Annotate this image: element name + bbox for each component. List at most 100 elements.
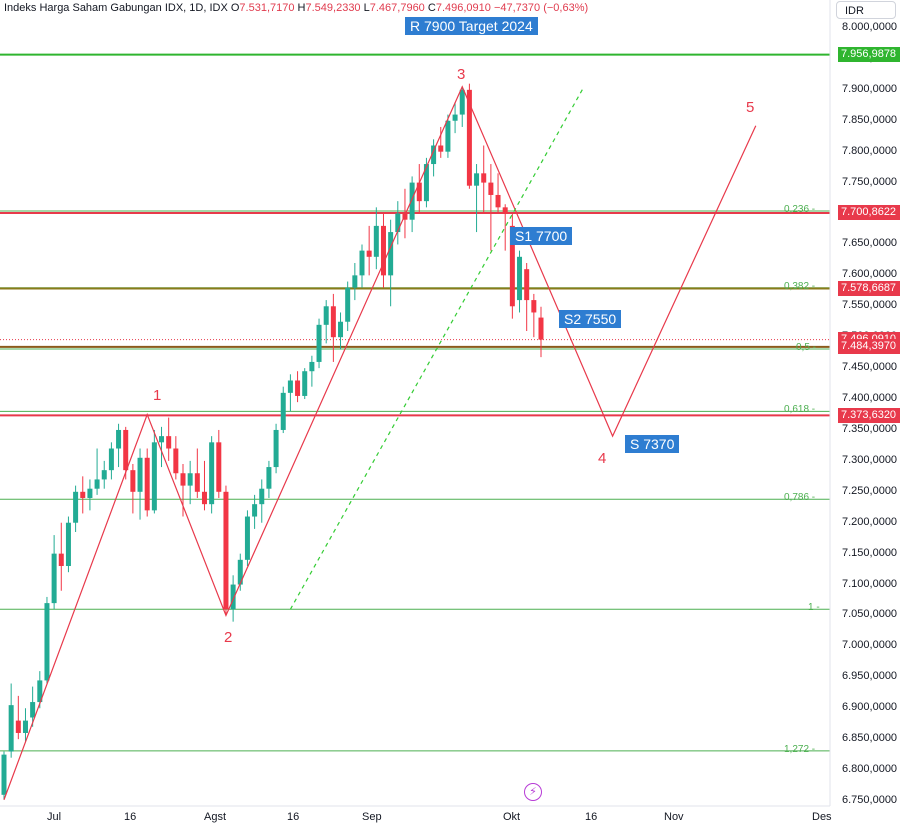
- elliott-wave-lines: [3, 85, 757, 800]
- candle-body: [22, 720, 28, 733]
- candle-body: [166, 436, 172, 449]
- candle-body: [481, 173, 487, 183]
- candle-body: [180, 473, 186, 486]
- candle-body: [108, 448, 114, 471]
- s1-label[interactable]: S1 7700: [510, 227, 573, 245]
- wave-label-5: 5: [746, 99, 755, 116]
- candle-body: [359, 250, 365, 276]
- price-tick: 7.800,0000: [842, 144, 898, 157]
- price-tick: 7.400,0000: [842, 392, 898, 405]
- s2-label[interactable]: S2 7550: [559, 310, 622, 328]
- candle-body: [173, 448, 179, 474]
- wave-label-3: 3: [457, 66, 466, 83]
- time-tick: Sep: [362, 811, 382, 823]
- candle-body: [123, 429, 129, 471]
- close-label: C: [427, 2, 436, 14]
- candle-body: [259, 488, 265, 505]
- candle-body: [1, 754, 7, 795]
- candle-body: [51, 553, 57, 604]
- low-value: 7.467,7960: [369, 2, 425, 14]
- price-tag: 7.373,6320: [838, 407, 900, 423]
- candle-body: [130, 470, 136, 492]
- price-tick: 6.950,0000: [842, 670, 898, 683]
- candle-body: [187, 473, 193, 486]
- fib-label: 1 -: [808, 602, 820, 614]
- price-tick: 7.300,0000: [842, 453, 898, 466]
- candle-body: [201, 491, 207, 505]
- candle-body: [330, 306, 336, 338]
- candle-body: [58, 553, 64, 567]
- fib-label: 0,786 -: [784, 492, 816, 504]
- s-label[interactable]: S 7370: [625, 435, 680, 453]
- candle-body: [409, 182, 415, 220]
- candle-body: [287, 380, 293, 393]
- time-tick: 16: [585, 811, 598, 823]
- price-tick: 7.750,0000: [842, 175, 898, 188]
- candle-body: [388, 232, 394, 276]
- fib-label: 0,236 -: [784, 204, 816, 216]
- price-tick: 7.050,0000: [842, 608, 898, 621]
- candle-body: [159, 436, 165, 443]
- symbol-title: Indeks Harga Saham Gabungan IDX, 1D, IDX: [4, 2, 228, 14]
- candle-body: [352, 275, 358, 288]
- candle-body: [237, 559, 243, 585]
- candle-body: [116, 429, 122, 449]
- candle-body: [459, 89, 465, 115]
- candle-body: [488, 182, 494, 195]
- price-tick: 7.550,0000: [842, 299, 898, 312]
- candle-body: [137, 457, 143, 492]
- candle-body: [345, 287, 351, 322]
- fib-label: 0,5 -: [796, 341, 817, 353]
- candle-body: [395, 213, 401, 233]
- candle-body: [194, 473, 200, 492]
- candle-body: [323, 306, 329, 325]
- price-tick: 7.650,0000: [842, 237, 898, 250]
- price-tick: 6.750,0000: [842, 794, 898, 806]
- candle-body: [101, 470, 107, 480]
- price-tag: 7.700,8622: [838, 205, 900, 221]
- candle-body: [431, 145, 437, 165]
- wave-label-4: 4: [598, 450, 607, 467]
- candle-body: [266, 467, 272, 489]
- candle-body: [366, 250, 372, 257]
- lightning-icon[interactable]: ⚡: [524, 783, 542, 801]
- ohlc-header: Indeks Harga Saham Gabungan IDX, 1D, IDX…: [4, 2, 588, 14]
- candle-body: [495, 194, 501, 208]
- candle-body: [280, 392, 286, 430]
- candle-body: [252, 504, 258, 517]
- resistance-label[interactable]: R 7900 Target 2024: [405, 17, 538, 35]
- price-tag: 7.956,9878: [838, 47, 900, 63]
- price-tick: 7.350,0000: [842, 422, 898, 435]
- candle-body: [466, 89, 472, 186]
- candle-body: [509, 225, 515, 307]
- price-tag: 7.578,6687: [838, 281, 900, 297]
- currency-selector[interactable]: IDR: [836, 1, 896, 19]
- candle-body: [80, 491, 86, 498]
- candle-body: [445, 120, 451, 152]
- candle-body: [15, 720, 21, 733]
- candle-body: [73, 491, 79, 523]
- open-label: O: [230, 2, 240, 14]
- price-tick: 7.600,0000: [842, 268, 898, 281]
- price-tick: 6.850,0000: [842, 732, 898, 745]
- candle-body: [474, 173, 480, 186]
- wave-path: [3, 85, 757, 800]
- horizontal-price-lines: [0, 53, 830, 417]
- time-tick: Nov: [664, 811, 684, 823]
- fib-label: 0,618 -: [784, 404, 816, 416]
- fib-label: 0,382 -: [784, 280, 816, 292]
- trend-channel-line: [289, 86, 585, 610]
- wave-label-1: 1: [153, 387, 162, 404]
- wave-label-2: 2: [224, 629, 233, 646]
- candle-body: [273, 429, 279, 468]
- candle-body: [244, 516, 250, 560]
- close-value: 7.496,0910: [435, 2, 491, 14]
- high-value: 7.549,2330: [305, 2, 361, 14]
- time-tick: Jul: [47, 811, 62, 823]
- time-tick: Agst: [204, 811, 227, 823]
- candle-body: [94, 479, 100, 489]
- candle-body: [423, 164, 429, 202]
- candle-body: [44, 603, 50, 681]
- candle-body: [416, 182, 422, 202]
